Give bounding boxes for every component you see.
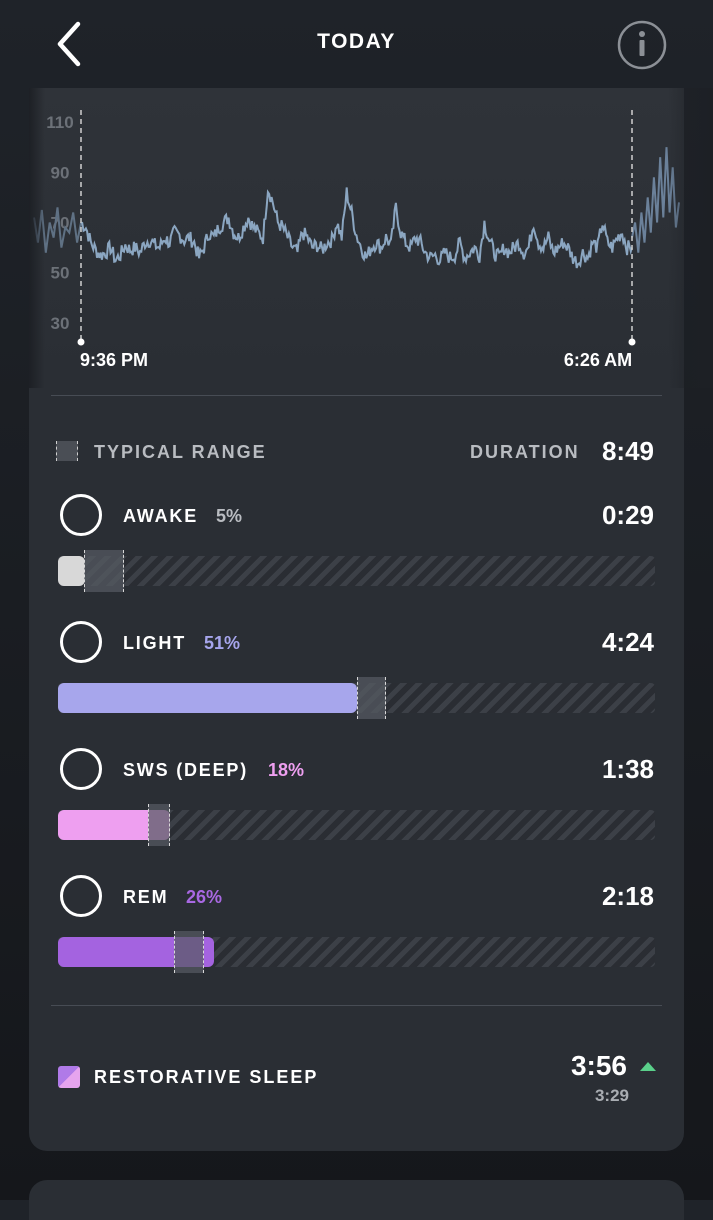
stage-rem[interactable]: REM 26% 2:18	[56, 875, 656, 975]
stage-time: 2:18	[601, 881, 654, 911]
sleep-start-dot	[77, 338, 85, 346]
restorative-sleep-row[interactable]: RESTORATIVE SLEEP 3:56 3:29	[56, 1050, 656, 1110]
stage-name: LIGHT	[123, 633, 186, 653]
sleep-start-label: 9:36 PM	[80, 350, 148, 370]
typical-range-marker	[356, 677, 387, 719]
info-icon	[617, 20, 667, 70]
stage-bar-track	[58, 550, 655, 592]
back-button[interactable]	[48, 18, 92, 70]
typical-range-swatch	[56, 441, 78, 461]
info-button[interactable]	[617, 20, 667, 70]
page-title: TODAY	[317, 30, 396, 53]
stage-toggle-circle[interactable]	[60, 875, 102, 917]
typical-range-marker	[148, 804, 170, 846]
right-fade	[668, 88, 713, 388]
y-tick-label: 90	[51, 163, 70, 182]
stage-bar-track	[58, 804, 655, 846]
stage-toggle-circle[interactable]	[60, 494, 102, 536]
stage-time: 1:38	[601, 754, 654, 784]
stage-time: 0:29	[601, 500, 654, 530]
header: TODAY	[0, 0, 713, 88]
trend-up-icon	[640, 1062, 656, 1071]
stage-percent: 26%	[186, 887, 223, 907]
stage-bar-track	[58, 931, 655, 973]
next-card	[29, 1180, 684, 1220]
stage-name: REM	[123, 887, 169, 907]
stage-time: 4:24	[601, 627, 654, 657]
chevron-left-icon	[57, 21, 81, 67]
stage-name: SWS (DEEP)	[123, 760, 249, 780]
stage-toggle-circle[interactable]	[60, 621, 102, 663]
restorative-sleep-baseline: 3:29	[594, 1086, 629, 1105]
y-tick-label: 50	[51, 264, 70, 283]
stage-sws-deep[interactable]: SWS (DEEP) 18% 1:38	[56, 748, 656, 848]
stage-toggle-circle[interactable]	[60, 748, 102, 790]
stage-light[interactable]: LIGHT 51% 4:24	[56, 621, 656, 721]
legend-row: TYPICAL RANGE DURATION 8:49	[56, 436, 656, 470]
restorative-sleep-icon	[58, 1066, 80, 1088]
heart-rate-line	[80, 187, 633, 269]
typical-range-marker	[174, 931, 205, 973]
left-fade	[29, 88, 45, 388]
stage-percent: 5%	[216, 506, 243, 526]
stage-awake[interactable]: AWAKE 5% 0:29	[56, 494, 656, 594]
y-tick-label: 30	[51, 314, 70, 333]
y-tick-label: 110	[46, 113, 73, 132]
stage-name: AWAKE	[123, 506, 199, 526]
duration-label: DURATION	[470, 442, 580, 462]
sleep-end-dot	[628, 338, 636, 346]
restorative-sleep-value: 3:56	[570, 1050, 627, 1081]
restorative-sleep-label: RESTORATIVE SLEEP	[94, 1067, 319, 1087]
divider-top	[51, 395, 662, 396]
typical-range-marker	[83, 550, 124, 592]
sleep-end-label: 6:26 AM	[564, 350, 632, 370]
divider-bottom	[51, 1005, 662, 1006]
typical-range-label: TYPICAL RANGE	[94, 442, 267, 462]
stage-percent: 51%	[204, 633, 241, 653]
stage-bar-track	[58, 677, 655, 719]
stage-bar-fill	[58, 683, 357, 713]
stage-bar-fill	[58, 556, 85, 586]
stage-percent: 18%	[268, 760, 305, 780]
duration-value: 8:49	[601, 436, 654, 466]
